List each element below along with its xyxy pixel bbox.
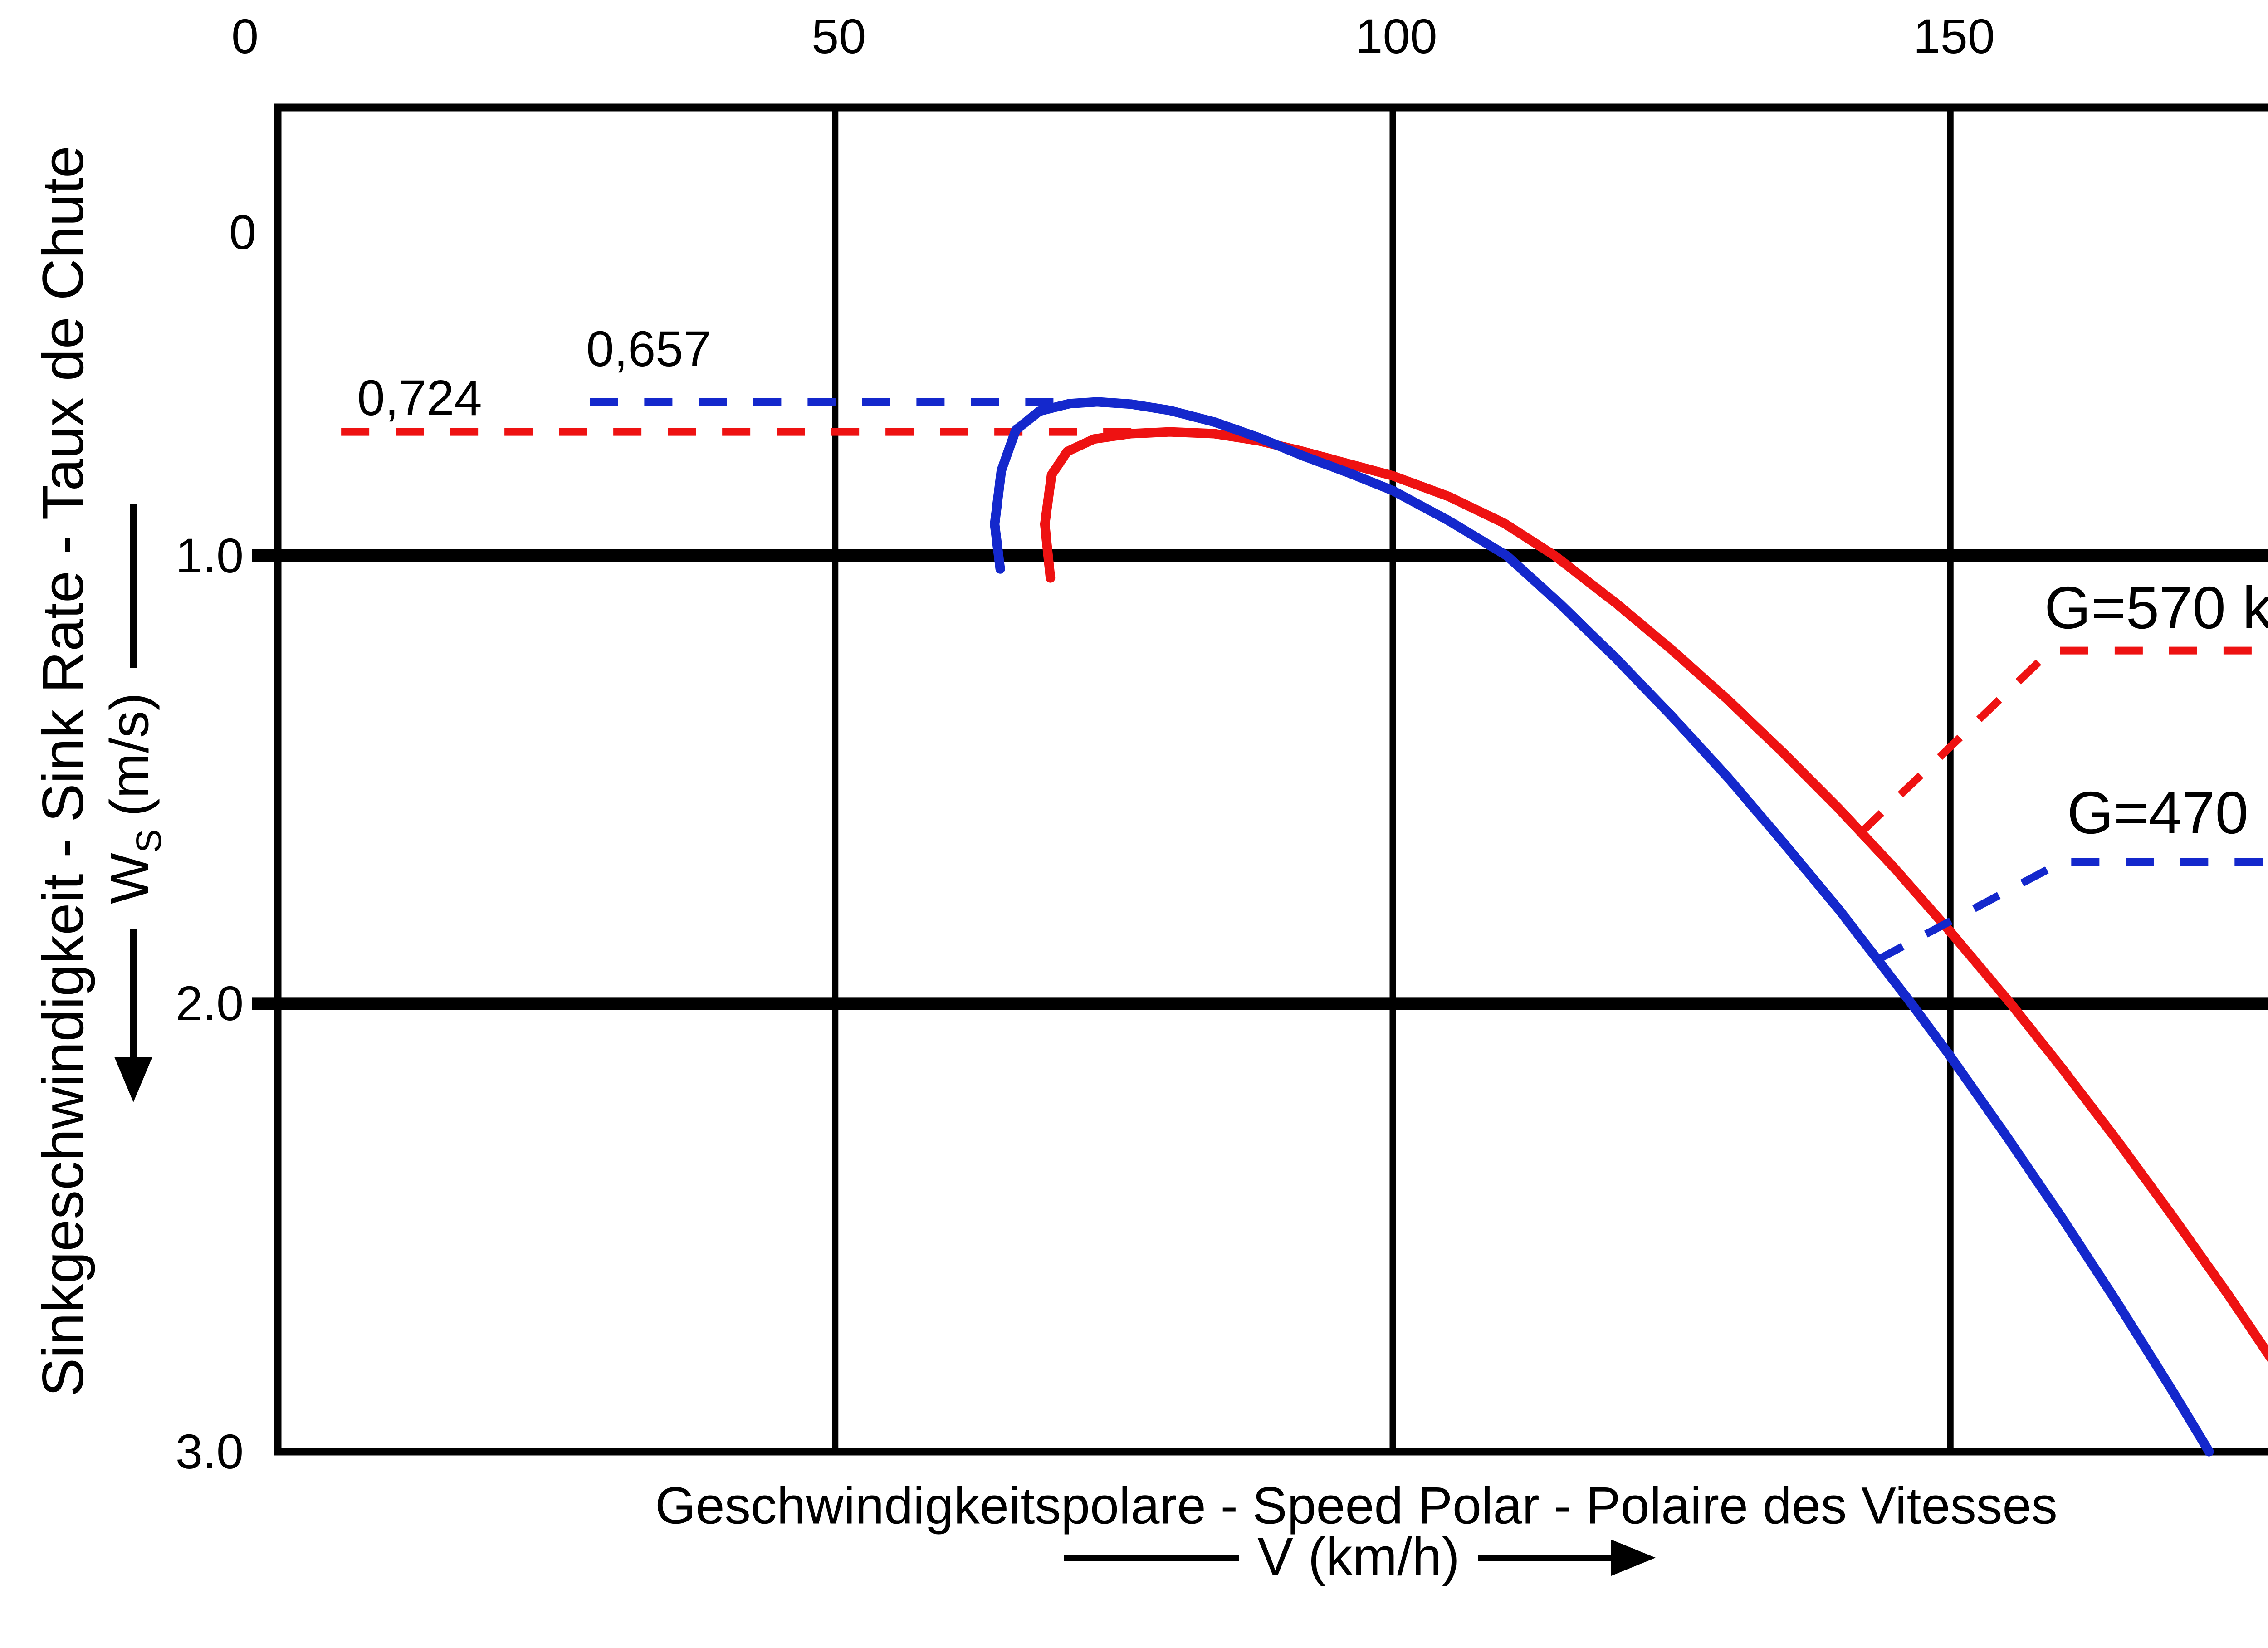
chart-title: Geschwindigkeitspolare - Speed Polar - P… bbox=[655, 1477, 2058, 1535]
x-tick-label: 50 bbox=[811, 9, 866, 64]
y-tick-label: 2.0 bbox=[175, 976, 244, 1031]
red-polar-curve bbox=[1040, 427, 2268, 1363]
x-tick-label: 100 bbox=[1355, 9, 1437, 64]
ws-symbol: W bbox=[99, 853, 160, 905]
blue-min-sink-value-label: 0,657 bbox=[586, 321, 711, 377]
ws-subscript: S bbox=[128, 829, 169, 853]
y-axis-caption: Sinkgeschwindigkeit - Sink Rate - Taux d… bbox=[31, 145, 96, 1397]
x-axis-unit-label: V (km/h) bbox=[1257, 1527, 1460, 1587]
ws-unit: (m/s) bbox=[99, 692, 160, 817]
x-tick-label: 150 bbox=[1913, 9, 1995, 64]
blue-series-label: G=470 kp bbox=[2067, 779, 2268, 846]
ws-arrow-head bbox=[114, 1057, 152, 1102]
plot-frame bbox=[274, 103, 2268, 1456]
red-series-label: G=570 kp bbox=[2044, 574, 2268, 641]
red-min-sink-value-label: 0,724 bbox=[357, 370, 482, 426]
x-tick-label: 0 bbox=[231, 9, 259, 64]
blue-polar-curve bbox=[990, 397, 2214, 1457]
y-tick-label: 0 bbox=[229, 205, 257, 259]
y-tick-label: 3.0 bbox=[175, 1424, 244, 1479]
y-tick-label: 1.0 bbox=[175, 528, 244, 583]
v-axis-arrow-head bbox=[1611, 1540, 1656, 1576]
blue-leader-dashed-line bbox=[1876, 858, 2268, 963]
y-axis-unit-label: WS (m/s) bbox=[99, 693, 169, 905]
